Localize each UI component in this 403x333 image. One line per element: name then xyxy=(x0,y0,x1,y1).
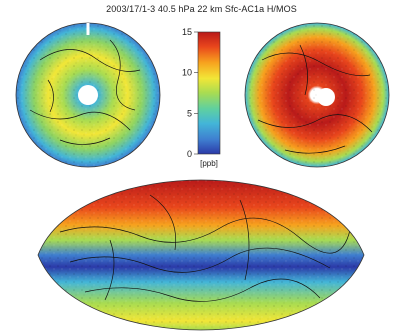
figure-title: 2003/17/1-3 40.5 hPa 22 km Sfc-AC1a H/MO… xyxy=(106,4,297,14)
south-polar-map xyxy=(244,22,390,168)
colorbar-tick-0: 0 xyxy=(187,149,192,159)
colorbar-unit-label: [ppb] xyxy=(200,159,218,168)
colorbar-tick-10: 10 xyxy=(182,68,192,78)
colorbar: 0 5 10 15 [ppb] xyxy=(182,27,221,168)
colorbar-tick-5: 5 xyxy=(187,108,192,118)
global-map xyxy=(37,179,365,331)
north-polar-map xyxy=(15,22,161,168)
colorbar-tick-15: 15 xyxy=(182,27,192,37)
